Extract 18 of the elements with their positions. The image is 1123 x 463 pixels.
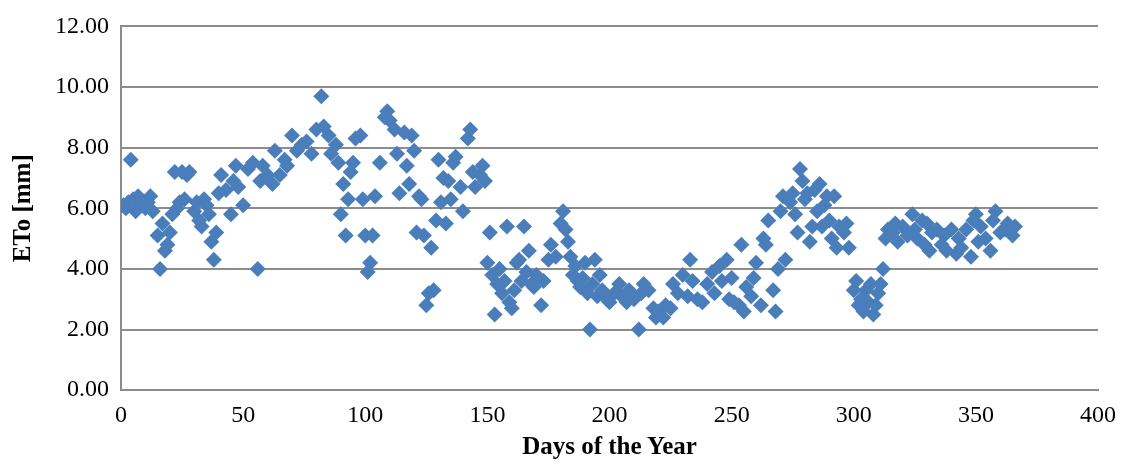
y-tick-label: 10.00 [55, 72, 109, 99]
x-tick-label: 150 [469, 400, 506, 427]
y-tick-label: 12.00 [55, 11, 109, 38]
y-tick-label: 6.00 [67, 193, 109, 220]
x-tick-label: 300 [835, 400, 872, 427]
x-axis-title: Days of the Year [522, 432, 697, 460]
x-tick-label: 50 [231, 400, 256, 427]
y-tick-label: 0.00 [67, 375, 109, 402]
x-tick-label: 250 [713, 400, 750, 427]
y-tick-label: 2.00 [67, 314, 109, 341]
x-tick-label: 400 [1080, 400, 1116, 427]
y-axis-title: ETo [mm] [8, 154, 36, 263]
x-tick-label: 200 [591, 400, 628, 427]
x-tick-label: 350 [957, 400, 994, 427]
y-tick-label: 4.00 [67, 254, 109, 281]
x-tick-label: 100 [347, 400, 384, 427]
y-tick-label: 8.00 [67, 132, 109, 159]
x-tick-label: 0 [115, 400, 127, 427]
